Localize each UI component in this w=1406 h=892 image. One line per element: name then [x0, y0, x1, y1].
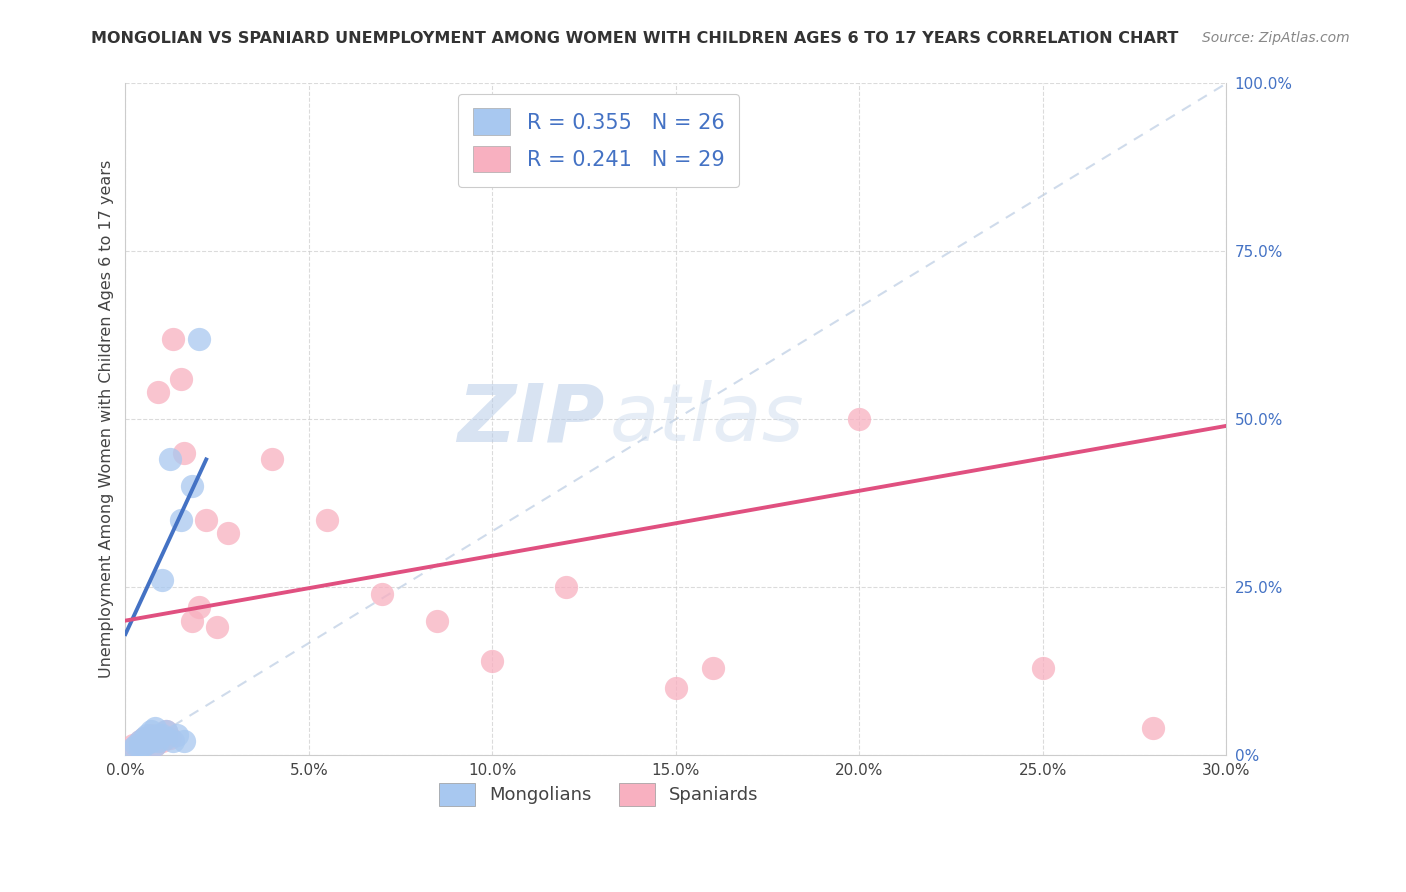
Point [155, 724, 177, 739]
Point [262, 452, 284, 467]
Point [1142, 721, 1164, 735]
Point [162, 332, 184, 346]
Point [150, 574, 173, 588]
Point [129, 734, 152, 748]
Legend: Mongolians, Spaniards: Mongolians, Spaniards [432, 775, 766, 813]
Point [169, 372, 191, 386]
Point [665, 681, 688, 695]
Point [148, 728, 170, 742]
Point [195, 513, 218, 527]
Point [162, 734, 184, 748]
Point [187, 332, 209, 346]
Point [121, 738, 143, 752]
Point [159, 731, 181, 745]
Point [129, 734, 152, 748]
Point [371, 587, 394, 601]
Point [150, 728, 173, 742]
Text: atlas: atlas [610, 380, 804, 458]
Point [169, 513, 191, 527]
Point [205, 620, 228, 634]
Y-axis label: Unemployment Among Women with Children Ages 6 to 17 years: Unemployment Among Women with Children A… [100, 160, 114, 678]
Point [173, 734, 195, 748]
Point [173, 446, 195, 460]
Point [141, 724, 163, 739]
Point [132, 738, 155, 752]
Point [702, 660, 724, 674]
Point [129, 739, 152, 754]
Point [132, 731, 155, 745]
Point [150, 734, 173, 748]
Point [143, 721, 166, 735]
Point [1032, 660, 1054, 674]
Point [159, 452, 181, 467]
Point [554, 580, 576, 594]
Point [180, 614, 202, 628]
Point [426, 614, 449, 628]
Text: ZIP: ZIP [457, 380, 605, 458]
Point [143, 738, 166, 752]
Point [217, 526, 239, 541]
Point [848, 412, 870, 426]
Point [121, 741, 143, 756]
Point [132, 731, 155, 745]
Point [155, 731, 177, 745]
Point [143, 731, 166, 745]
Point [143, 738, 166, 752]
Point [180, 479, 202, 493]
Point [155, 724, 177, 739]
Point [136, 736, 159, 750]
Point [148, 734, 170, 748]
Text: MONGOLIAN VS SPANIARD UNEMPLOYMENT AMONG WOMEN WITH CHILDREN AGES 6 TO 17 YEARS : MONGOLIAN VS SPANIARD UNEMPLOYMENT AMONG… [91, 31, 1178, 46]
Text: Source: ZipAtlas.com: Source: ZipAtlas.com [1202, 31, 1350, 45]
Point [166, 728, 188, 742]
Point [125, 738, 148, 752]
Point [481, 654, 503, 668]
Point [187, 600, 209, 615]
Point [141, 734, 163, 748]
Point [136, 728, 159, 742]
Point [316, 513, 339, 527]
Point [136, 736, 159, 750]
Point [141, 728, 163, 742]
Point [148, 385, 170, 400]
